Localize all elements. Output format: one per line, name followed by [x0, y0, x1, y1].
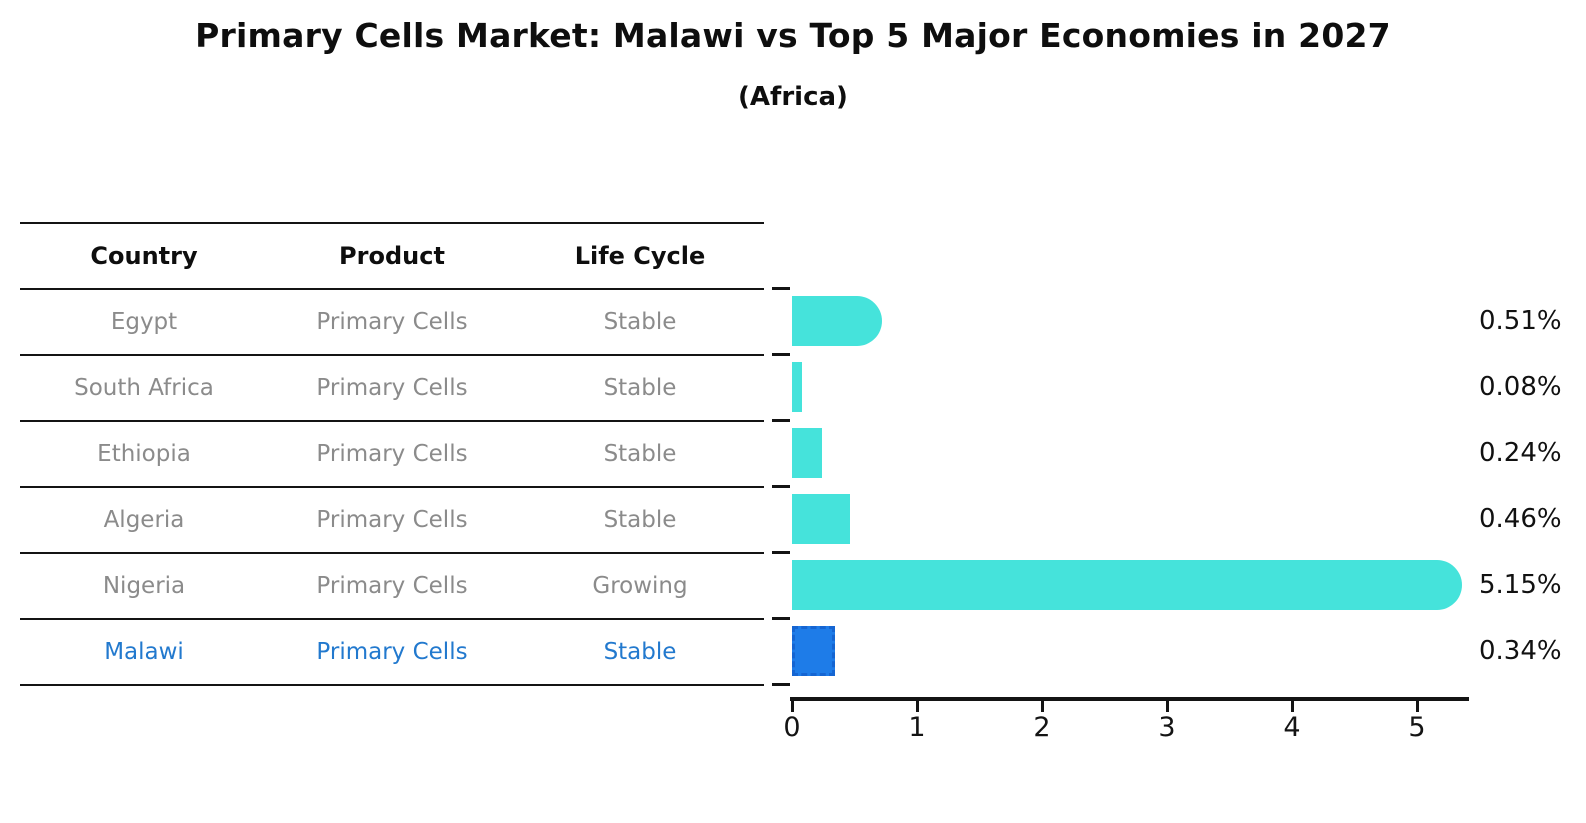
x-axis-tick [1291, 701, 1294, 712]
y-axis-tick [772, 683, 790, 686]
value-label-south-africa: 0.08% [1479, 372, 1562, 402]
x-tick-label: 5 [1408, 712, 1426, 743]
bar-egypt [792, 296, 882, 346]
y-axis-tick [772, 485, 790, 488]
y-axis-tick [772, 419, 790, 422]
cell-life-cycle: Stable [603, 309, 677, 335]
table-row-malawi: Malawi Primary Cells Stable [20, 620, 764, 686]
bar-algeria [792, 494, 850, 544]
cell-product: Primary Cells [316, 573, 468, 599]
value-label-algeria: 0.46% [1479, 504, 1562, 534]
cell-country: South Africa [74, 375, 214, 401]
cell-country: Egypt [110, 309, 178, 335]
x-tick-label: 3 [1158, 712, 1176, 743]
chart-title: Primary Cells Market: Malawi vs Top 5 Ma… [195, 16, 1391, 55]
y-axis-tick [772, 551, 790, 554]
x-tick-label: 1 [908, 712, 926, 743]
cell-product: Primary Cells [316, 375, 468, 401]
x-axis-tick [916, 701, 919, 712]
table-row-nigeria: Nigeria Primary Cells Growing [20, 554, 764, 620]
cell-life-cycle: Stable [603, 441, 677, 467]
bar-malawi [792, 626, 835, 676]
cell-life-cycle: Stable [603, 375, 677, 401]
value-label-nigeria: 5.15% [1479, 570, 1562, 600]
y-axis-tick [772, 287, 790, 290]
x-axis-tick [791, 701, 794, 712]
cell-country: Algeria [103, 507, 185, 533]
column-header-product: Product [339, 242, 445, 270]
country-table: Country Product Life Cycle Egypt Primary… [20, 222, 764, 686]
value-label-egypt: 0.51% [1479, 306, 1562, 336]
cell-life-cycle: Stable [603, 639, 677, 665]
cell-country: Malawi [104, 639, 184, 665]
cell-product: Primary Cells [316, 639, 468, 665]
cell-life-cycle: Stable [603, 507, 677, 533]
x-axis-line [790, 697, 1469, 701]
cell-country: Nigeria [102, 573, 186, 599]
bar-ethiopia [792, 428, 822, 478]
column-header-country: Country [90, 242, 198, 270]
cell-life-cycle: Growing [592, 573, 688, 599]
column-header-life-cycle: Life Cycle [574, 242, 706, 270]
y-axis-tick [772, 617, 790, 620]
table-row-ethiopia: Ethiopia Primary Cells Stable [20, 422, 764, 488]
chart-subtitle: (Africa) [738, 82, 848, 112]
value-label-ethiopia: 0.24% [1479, 438, 1562, 468]
x-axis-tick [1166, 701, 1169, 712]
bar-south-africa [792, 362, 802, 412]
x-tick-label: 0 [783, 712, 801, 743]
x-tick-label: 2 [1033, 712, 1051, 743]
bar-nigeria [792, 560, 1462, 610]
cell-product: Primary Cells [316, 309, 468, 335]
x-tick-label: 4 [1283, 712, 1301, 743]
x-axis-tick [1416, 701, 1419, 712]
table-row-egypt: Egypt Primary Cells Stable [20, 290, 764, 356]
table-row-algeria: Algeria Primary Cells Stable [20, 488, 764, 554]
table-row-south-africa: South Africa Primary Cells Stable [20, 356, 764, 422]
value-label-malawi: 0.34% [1479, 636, 1562, 666]
cell-product: Primary Cells [316, 507, 468, 533]
cell-product: Primary Cells [316, 441, 468, 467]
table-header-row: Country Product Life Cycle [20, 222, 764, 290]
x-axis-tick [1041, 701, 1044, 712]
y-axis-tick [772, 353, 790, 356]
cell-country: Ethiopia [97, 441, 191, 467]
